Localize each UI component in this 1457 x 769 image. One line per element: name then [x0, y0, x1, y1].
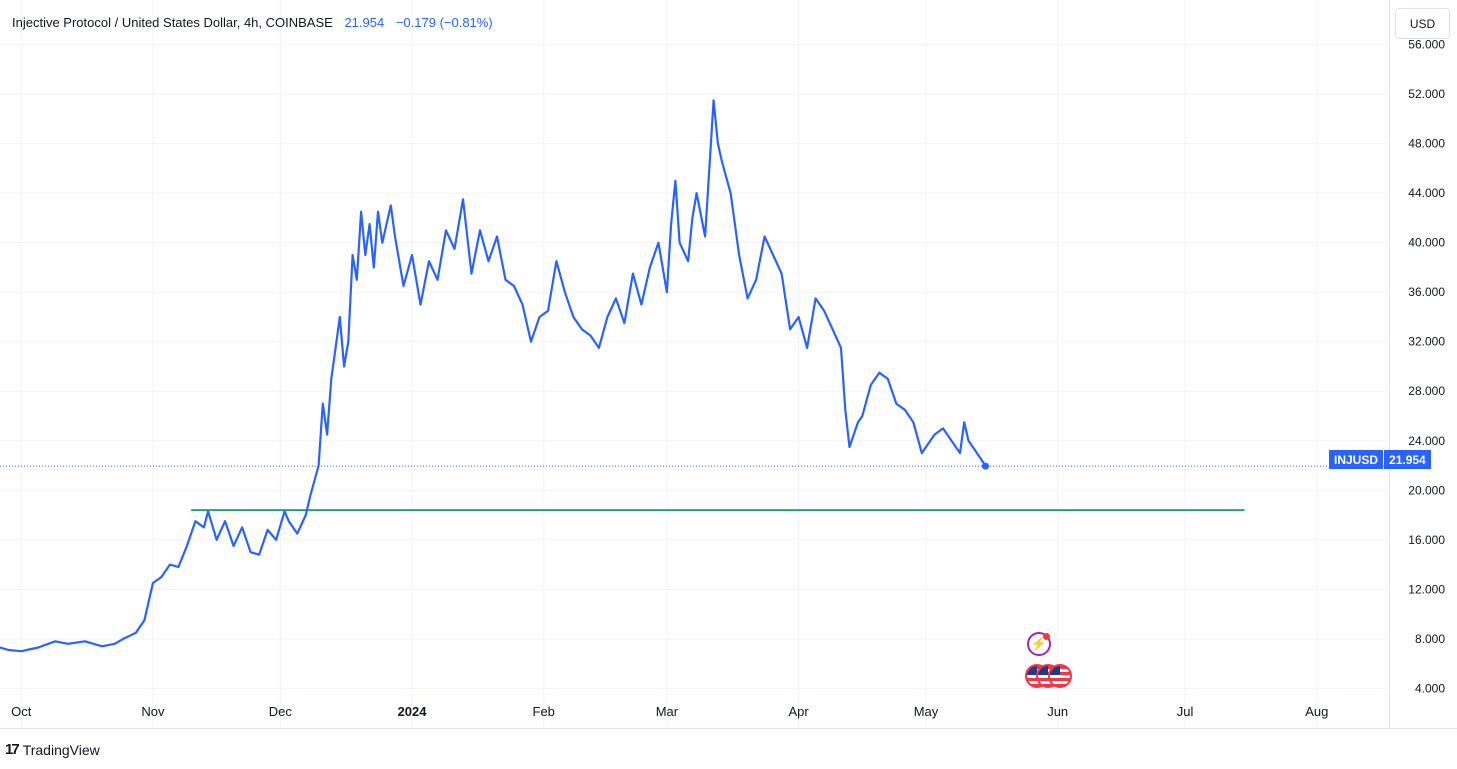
flash-event-icon[interactable]: ⚡: [1027, 632, 1051, 656]
time-tick-label: 2024: [398, 704, 428, 719]
price-change-value: −0.179 (−0.81%): [395, 15, 493, 30]
price-tick-label: 8.000: [1415, 632, 1445, 646]
tradingview-branding[interactable]: 17 TradingView: [5, 741, 100, 758]
price-tick-label: 48.000: [1408, 137, 1445, 151]
price-tick-label: 16.000: [1408, 533, 1445, 547]
time-tick-label: Nov: [141, 704, 165, 719]
price-tick-label: 52.000: [1408, 87, 1445, 101]
last-close-value: 21.954: [344, 15, 385, 30]
chart-grid: [0, 0, 1389, 728]
time-tick-label: Aug: [1305, 704, 1328, 719]
notification-dot: [1043, 633, 1050, 640]
brand-name: TradingView: [22, 741, 100, 758]
time-tick-label: Oct: [11, 704, 32, 719]
price-tick-label: 24.000: [1408, 434, 1445, 448]
tradingview-logo-icon: 17: [5, 741, 20, 758]
symbol-description: Injective Protocol / United States Dolla…: [12, 15, 333, 30]
time-tick-label: Apr: [788, 704, 809, 719]
ticker-badge: INJUSD: [1329, 450, 1384, 469]
price-tick-label: 56.000: [1408, 38, 1445, 52]
time-tick-label: Mar: [656, 704, 679, 719]
price-tick-label: 4.000: [1415, 681, 1445, 695]
price-tick-label: 36.000: [1408, 285, 1445, 299]
price-tick-label: 20.000: [1408, 483, 1445, 497]
time-tick-label: Jun: [1047, 704, 1068, 719]
time-tick-label: Feb: [533, 704, 555, 719]
time-tick-label: May: [914, 704, 939, 719]
price-tick-label: 28.000: [1408, 384, 1445, 398]
chart-legend: Injective Protocol / United States Dolla…: [12, 15, 493, 30]
time-axis-labels: Oct Nov Dec 2024 Feb Mar Apr May Jun Jul Aug: [11, 704, 1328, 719]
last-price-point: [981, 462, 989, 470]
price-tick-label: 32.000: [1408, 335, 1445, 349]
last-price-badge: 21.954: [1384, 450, 1431, 469]
price-line: [0, 99, 987, 653]
currency-button[interactable]: USD: [1395, 8, 1450, 39]
price-axis-labels: 4.000 8.000 12.000 16.000 20.000 24.000 28.000…: [1408, 38, 1445, 696]
price-tick-label: 44.000: [1408, 186, 1445, 200]
price-tick-label: 12.000: [1408, 582, 1445, 596]
price-series-group: [0, 99, 989, 653]
last-price-label: INJUSD 21.954: [1329, 450, 1431, 469]
us-flag-event-icon[interactable]: [1048, 664, 1072, 688]
time-tick-label: Jul: [1177, 704, 1194, 719]
time-tick-label: Dec: [269, 704, 293, 719]
price-tick-label: 40.000: [1408, 236, 1445, 250]
